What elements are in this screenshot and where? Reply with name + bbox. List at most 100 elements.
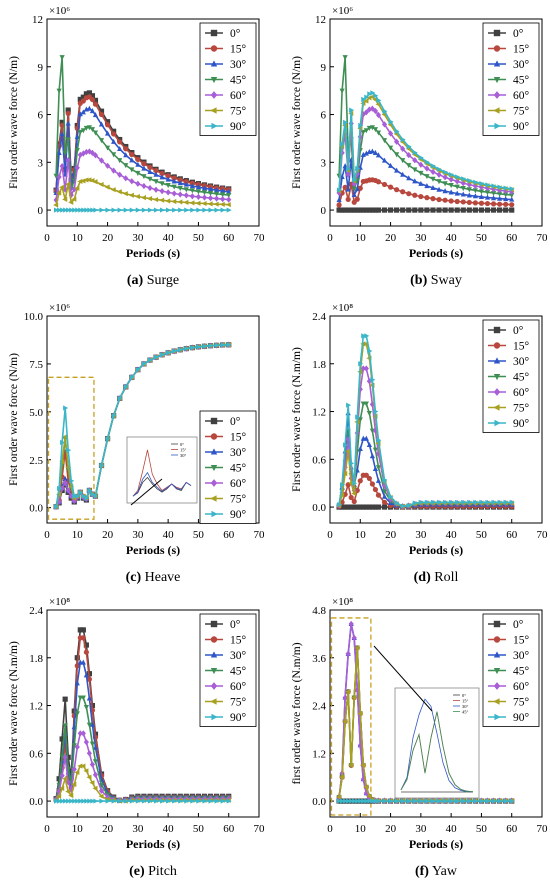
data-point	[349, 798, 355, 804]
inset-legend-label: 30°	[462, 704, 469, 709]
x-axis-label: Periods (s)	[126, 543, 180, 557]
data-point	[449, 499, 455, 505]
data-point	[86, 750, 92, 757]
data-point	[412, 798, 418, 804]
data-point	[412, 192, 418, 198]
data-point	[430, 184, 436, 191]
data-point	[394, 128, 400, 134]
data-point	[104, 184, 110, 190]
data-point	[339, 492, 345, 498]
y-tick-label: 1.8	[312, 359, 326, 371]
data-point	[358, 122, 364, 129]
data-point	[491, 183, 497, 189]
data-point	[128, 192, 134, 198]
data-point	[83, 768, 89, 774]
zoom-region-box	[47, 376, 95, 520]
data-point	[363, 109, 369, 116]
legend-label: 30°	[230, 650, 247, 662]
data-point	[354, 645, 360, 651]
x-tick-label: 0	[327, 823, 333, 835]
y-tick-label: 0	[321, 205, 327, 217]
data-point	[442, 207, 448, 213]
legend-marker	[211, 713, 218, 721]
data-point	[454, 207, 460, 213]
data-point	[336, 794, 342, 800]
data-point	[135, 156, 141, 163]
data-point	[159, 181, 165, 187]
data-point	[57, 207, 63, 213]
data-point	[357, 478, 363, 484]
data-point	[412, 149, 418, 156]
data-point	[473, 179, 479, 185]
data-point	[424, 499, 430, 505]
legend-label: 75°	[230, 494, 247, 506]
data-point	[369, 504, 375, 510]
data-point	[354, 207, 360, 213]
data-point	[59, 131, 65, 137]
data-point	[98, 121, 105, 127]
data-point	[354, 186, 360, 192]
data-point	[74, 164, 80, 171]
x-tick-label: 40	[163, 823, 175, 835]
x-tick-label: 50	[476, 529, 488, 541]
data-point	[406, 175, 412, 181]
data-point	[81, 493, 87, 499]
x-tick-label: 0	[44, 823, 50, 835]
y-tick-label: 0.6	[312, 454, 326, 466]
data-point	[448, 176, 454, 183]
legend-label: 60°	[513, 387, 530, 399]
legend: 0° 15° 30° 45° 60° 75° 90°	[199, 613, 257, 727]
data-point	[355, 798, 361, 804]
data-point	[92, 179, 98, 185]
data-point	[159, 170, 165, 177]
data-point	[65, 137, 71, 143]
data-point	[71, 497, 77, 505]
data-point	[57, 485, 63, 492]
data-point	[345, 207, 351, 213]
chart-panel-3: 0 10 20 30 40 50 60 70 0.0 0.6 1.2 1.8 2.4 ×10⁸ Period…	[291, 302, 548, 585]
data-point	[449, 172, 455, 178]
data-point	[65, 110, 71, 117]
data-point	[141, 182, 147, 190]
x-tick-label: 30	[132, 823, 144, 835]
data-point	[80, 730, 86, 737]
data-point	[165, 182, 171, 189]
data-point	[467, 178, 473, 184]
data-point	[75, 798, 81, 804]
legend-label: 90°	[513, 121, 530, 133]
data-point	[430, 176, 436, 182]
legend-label: 30°	[513, 356, 530, 368]
data-point	[369, 105, 375, 112]
legend-marker	[210, 45, 218, 52]
data-point	[363, 207, 369, 213]
legend-label: 60°	[230, 478, 247, 490]
data-point	[87, 207, 93, 213]
data-point	[497, 207, 503, 213]
data-point	[473, 499, 479, 505]
x-tick-label: 10	[355, 823, 367, 835]
data-point	[68, 792, 74, 799]
data-point	[99, 207, 105, 213]
x-tick-label: 60	[506, 529, 518, 541]
data-point	[375, 130, 382, 136]
x-tick-label: 30	[132, 232, 144, 244]
y-tick-label: 7.5	[29, 359, 43, 371]
data-point	[346, 166, 352, 172]
chart-panel-0: 0 10 20 30 40 50 60 70 0 3 6 9 12 ×10⁶ Periods (s) Firs…	[8, 5, 265, 288]
data-point	[448, 189, 454, 195]
legend-label: 0°	[513, 325, 524, 337]
caption-text: Roll	[431, 570, 459, 585]
data-point	[366, 411, 372, 417]
data-point	[77, 627, 83, 633]
data-point	[89, 93, 96, 99]
data-point	[388, 798, 394, 804]
data-point	[86, 105, 92, 111]
plot-frame	[329, 315, 543, 524]
data-point	[400, 171, 406, 177]
legend-marker	[210, 464, 218, 472]
data-point	[80, 109, 86, 115]
caption-letter: (c)	[126, 570, 142, 585]
data-point	[86, 722, 92, 728]
legend-marker	[493, 388, 501, 396]
legend-marker	[210, 433, 218, 440]
